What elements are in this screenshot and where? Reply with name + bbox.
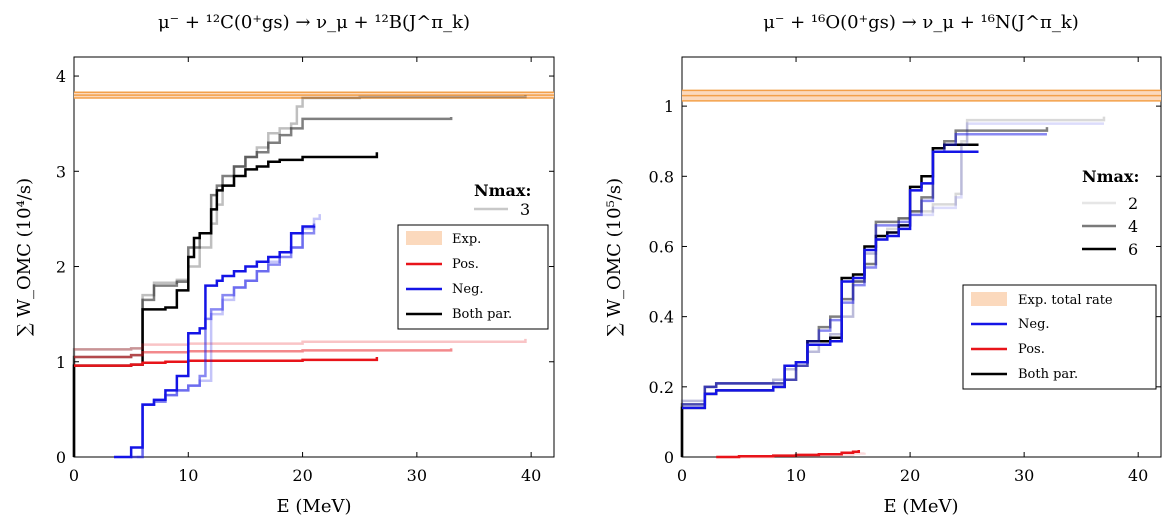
- y-tick-label: 0.6: [649, 237, 674, 256]
- plot-frame-left: [73, 56, 555, 458]
- panel-right: μ⁻ + ¹⁶O(0⁺gs) → ν_μ + ¹⁶N(J^π_k) 0 10 20 3…: [604, 12, 1162, 517]
- series-line-neg-nmax-7: [114, 225, 316, 459]
- y-tick-label: 0: [56, 448, 66, 467]
- nmax-label-4: 4: [1128, 217, 1138, 236]
- exp-band-left: [74, 91, 554, 99]
- nmax-label-3: 3: [520, 200, 530, 219]
- legend-swatch-exp-total: [971, 292, 1007, 306]
- x-tick-label: 30: [407, 466, 427, 485]
- y-axis-label-left: ∑ W_OMC (10⁴/s): [14, 178, 35, 336]
- y-tick-label: 4: [56, 67, 66, 86]
- legend-label-both-right: Both par.: [1018, 367, 1078, 382]
- legend-label-exp: Exp.: [452, 232, 481, 247]
- series-line-both-nmax-5: [72, 117, 453, 457]
- nmax-label-2: 2: [1128, 194, 1138, 213]
- nmax-label-6: 6: [1128, 240, 1138, 259]
- y-tick-label: 2: [56, 258, 66, 277]
- series-group-right: [680, 116, 1106, 459]
- legend-label-exp-total: Exp. total rate: [1018, 293, 1113, 308]
- nmax-title-right: Nmax:: [1082, 167, 1139, 186]
- series-line-pos-nmax-6: [716, 449, 861, 459]
- y-tick-label: 0: [664, 448, 674, 467]
- legend-label-both: Both par.: [452, 307, 512, 322]
- exp-band-right: [682, 89, 1161, 102]
- series-group-left: [72, 95, 527, 459]
- x-tick-label: 10: [786, 466, 806, 485]
- legend-right: Exp. total rate Neg. Pos. Both par.: [962, 284, 1157, 390]
- series-line-neg-nmax-5: [131, 223, 316, 459]
- x-ticks-right: 0 10 20 30 40: [677, 57, 1148, 485]
- y-tick-label: 3: [56, 162, 66, 181]
- series-line-both-nmax-7: [72, 152, 379, 457]
- panel-left: μ⁻ + ¹²C(0⁺gs) → ν_μ + ¹²B(J^π_k) 0 10 20 3…: [14, 12, 555, 517]
- legend-label-pos-right: Pos.: [1018, 342, 1045, 357]
- legend-label-neg: Neg.: [452, 282, 484, 297]
- legend-left: Exp. Pos. Neg. Both par.: [397, 224, 549, 330]
- x-ticks-left: 0 10 20 30 40: [69, 57, 541, 485]
- y-tick-label: 0.2: [649, 378, 674, 397]
- y-tick-label: 1: [664, 97, 674, 116]
- x-tick-label: 40: [1128, 466, 1148, 485]
- series-line-neg-nmax-6: [682, 150, 979, 410]
- legend-label-neg-right: Neg.: [1018, 317, 1050, 332]
- chart-title-right: μ⁻ + ¹⁶O(0⁺gs) → ν_μ + ¹⁶N(J^π_k): [763, 12, 1079, 33]
- x-tick-label: 0: [69, 466, 79, 485]
- x-axis-label-left: E (MeV): [277, 496, 352, 517]
- plot-frame-right: [681, 56, 1162, 458]
- x-axis-label-right: E (MeV): [884, 496, 959, 517]
- nmax-title-left: Nmax:: [474, 181, 531, 200]
- y-tick-label: 0.4: [649, 308, 674, 327]
- series-line-pos-nmax-7: [74, 357, 379, 367]
- x-tick-label: 10: [178, 466, 198, 485]
- x-tick-label: 30: [1014, 466, 1034, 485]
- x-tick-label: 0: [677, 466, 687, 485]
- y-ticks-right: 0 0.2 0.4 0.6 0.8 1: [649, 97, 1161, 467]
- chart-title-left: μ⁻ + ¹²C(0⁺gs) → ν_μ + ¹²B(J^π_k): [158, 12, 470, 33]
- y-tick-label: 0.8: [649, 167, 674, 186]
- x-tick-label: 20: [292, 466, 312, 485]
- series-line-pos-nmax-2: [716, 452, 866, 459]
- y-axis-label-right: ∑ W_OMC (10⁵/s): [604, 178, 625, 336]
- nmax-key-right: Nmax: 2 4 6: [1082, 167, 1139, 259]
- x-tick-label: 20: [900, 466, 920, 485]
- legend-swatch-exp: [406, 231, 442, 245]
- x-tick-label: 40: [521, 466, 541, 485]
- y-tick-label: 1: [56, 353, 66, 372]
- legend-label-pos: Pos.: [452, 257, 479, 272]
- y-ticks-left: 0 1 2 3 4: [56, 67, 554, 467]
